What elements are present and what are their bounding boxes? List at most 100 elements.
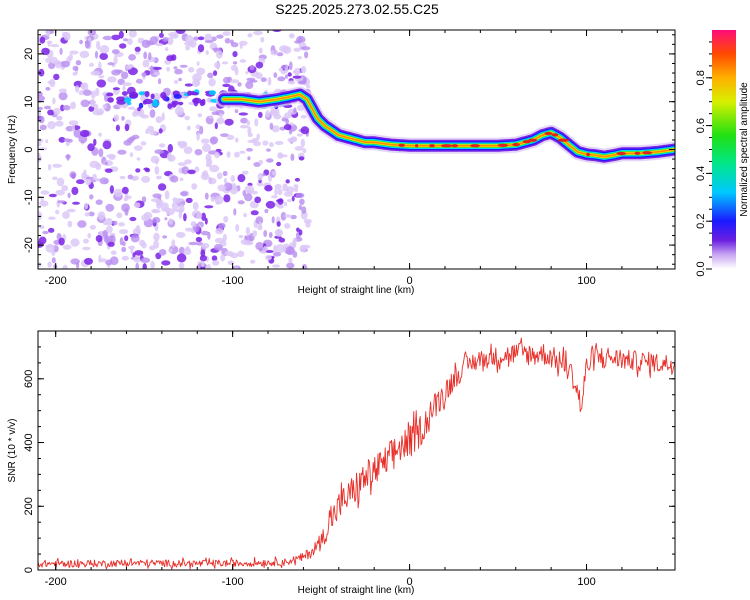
spectrogram-x-tick-label: -200 [45,275,67,287]
noise-speckle [72,72,78,76]
noise-speckle [72,65,79,71]
noise-speckle [298,156,305,161]
noise-speckle [208,115,214,119]
noise-band-blob [116,96,125,102]
noise-speckle [223,216,229,223]
noise-speckle [213,244,223,251]
noise-speckle [201,242,210,249]
noise-speckle [258,247,263,252]
noise-speckle [255,216,264,225]
noise-speckle [62,105,71,111]
noise-speckle [234,151,240,158]
noise-speckle [121,116,125,121]
noise-speckle [270,49,279,56]
noise-speckle [237,82,242,87]
noise-speckle [287,80,296,85]
noise-speckle [265,200,276,209]
noise-speckle [84,202,89,210]
noise-speckle [88,106,95,112]
noise-speckle [299,244,307,253]
noise-speckle [175,30,186,34]
noise-speckle [128,106,135,110]
noise-speckle [94,178,101,182]
noise-speckle [196,67,206,76]
noise-band-blob [208,90,217,96]
noise-speckle [294,146,304,151]
noise-speckle [165,47,169,52]
noise-speckle [286,262,295,269]
noise-speckle [283,201,288,207]
noise-speckle [56,177,65,187]
noise-band-blob [144,91,150,98]
noise-speckle [258,47,263,54]
noise-speckle [158,143,166,148]
noise-speckle [287,72,292,77]
noise-speckle [234,109,239,114]
noise-speckle [98,61,102,70]
noise-speckle [201,212,207,221]
noise-speckle [201,260,205,268]
noise-speckle [295,192,305,199]
noise-speckle [75,60,82,66]
noise-speckle [167,143,173,153]
noise-speckle [87,233,91,239]
noise-speckle [41,47,50,56]
noise-speckle [109,256,119,266]
noise-speckle [273,244,277,253]
noise-speckle [90,90,96,99]
noise-speckle [52,176,58,181]
spectrogram-y-tick-label: 10 [23,96,35,108]
noise-speckle [304,51,309,59]
noise-speckle [129,152,134,158]
noise-speckle [238,234,244,239]
noise-speckle [128,30,137,38]
noise-speckle [234,266,239,269]
noise-speckle [102,104,107,109]
noise-speckle [294,177,300,182]
noise-speckle [299,198,305,205]
noise-speckle [168,218,173,225]
noise-speckle [204,192,209,200]
noise-speckle [72,201,80,205]
snr-x-tick-label: 0 [407,576,413,588]
noise-speckle [266,158,274,163]
noise-speckle [269,142,274,148]
noise-speckle [117,149,127,155]
noise-speckle [222,170,228,177]
ridge-core [634,151,641,155]
noise-speckle [135,51,140,55]
noise-speckle [67,220,73,228]
noise-speckle [112,220,118,226]
noise-speckle [76,179,85,185]
noise-speckle [166,152,173,161]
noise-speckle [135,168,141,173]
noise-speckle [200,138,210,144]
noise-speckle [79,39,83,45]
noise-speckle [99,52,108,61]
noise-speckle [206,158,213,166]
noise-speckle [285,179,290,184]
noise-speckle [300,138,305,148]
noise-speckle [278,154,288,158]
noise-speckle [98,148,104,158]
noise-speckle [305,221,311,228]
noise-speckle [212,47,222,51]
noise-speckle [215,227,224,235]
noise-speckle [301,264,308,269]
noise-speckle [68,120,79,126]
noise-speckle [181,166,189,175]
noise-band-blob [152,99,158,104]
noise-speckle [106,225,113,234]
noise-speckle [39,124,47,131]
noise-speckle [283,124,292,131]
noise-speckle [178,246,185,255]
noise-speckle [62,264,68,269]
noise-speckle [239,59,247,63]
noise-speckle [277,204,285,209]
noise-speckle [80,99,90,108]
noise-speckle [178,262,185,269]
noise-speckle [134,250,144,256]
noise-speckle [239,124,249,129]
noise-band-blob [192,92,199,96]
noise-speckle [293,47,301,52]
